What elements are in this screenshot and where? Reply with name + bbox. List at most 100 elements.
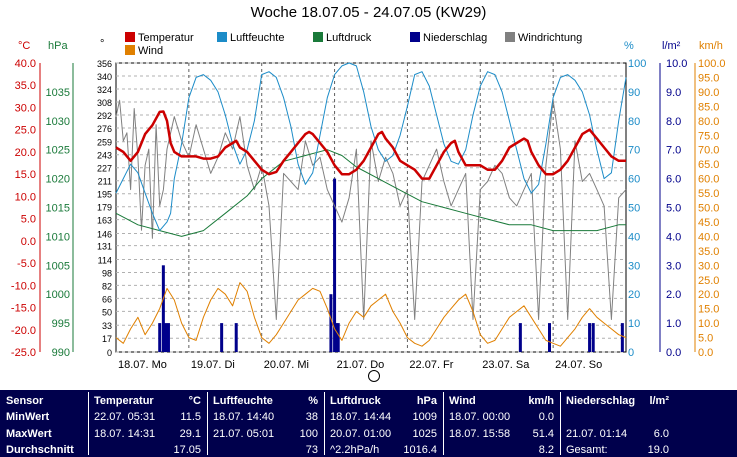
summary-time: 22.07. 05:31 — [94, 411, 156, 423]
axis-tick-label-direction: 179 — [97, 203, 112, 213]
axis-tick-label-pressure: 1010 — [46, 231, 70, 243]
axis-tick-label-wind: 25.0 — [698, 275, 719, 287]
series-line-temperatur — [115, 110, 626, 180]
axis-tick-label-humidity: 10 — [628, 318, 640, 330]
axis-tick-label-pressure: 1005 — [46, 260, 70, 272]
summary-header: Wind — [449, 395, 476, 407]
axis-tick-label-temp: 10.0 — [15, 191, 36, 203]
axis-tick-label-pressure: 1030 — [46, 116, 70, 128]
legend-windrichtung: Windrichtung — [505, 32, 582, 44]
summary-value: 1025 — [412, 428, 437, 440]
legend-wind: Wind — [125, 45, 163, 57]
axis-tick-label-direction: 356 — [97, 59, 112, 69]
direction-unit: ° — [100, 38, 105, 50]
series-line-wind — [115, 282, 627, 347]
rain-bar — [220, 323, 224, 352]
axis-tick-label-humidity: 30 — [628, 260, 640, 272]
summary-header-sensor: Sensor — [6, 395, 44, 407]
summary-time: 18.07. 14:40 — [213, 411, 275, 423]
rain-bar — [588, 323, 592, 352]
rain-bar — [329, 294, 333, 352]
axis-tick-label-direction: 211 — [98, 177, 112, 187]
axis-tick-label-direction: 243 — [97, 151, 112, 161]
summary-col-luftdruck: Luftdruck hPa 18.07. 14:44 1009 20.07. 01:00… — [324, 390, 443, 457]
pressure-unit: hPa — [48, 40, 68, 52]
rain-bar — [620, 323, 624, 352]
rain-bar — [336, 323, 340, 352]
axis-tick-label-wind: 0.0 — [698, 347, 713, 359]
axis-tick-label-temp: -10.0 — [11, 280, 36, 292]
summary-value: 1009 — [412, 411, 437, 423]
axis-tick-label-humidity: 50 — [628, 203, 640, 215]
summary-value: 17.05 — [173, 444, 201, 456]
rain-bar — [164, 323, 168, 352]
summary-value: 38 — [305, 411, 318, 423]
axis-tick-label-wind: 45.0 — [698, 217, 719, 229]
axis-tick-label-pressure: 1025 — [46, 145, 70, 157]
marker-circle-icon — [368, 370, 380, 382]
summary-col-wind: Wind km/h 18.07. 00:00 0.0 18.07. 15:58 51.4 8… — [443, 390, 560, 457]
axis-tick-label-direction: 276 — [97, 124, 112, 134]
axis-tick-label-humidity: 100 — [628, 58, 646, 70]
axis-tick-label-pressure: 1035 — [46, 87, 70, 99]
axis-tick-label-humidity: 40 — [628, 231, 640, 243]
series-line-luftfeuchte — [115, 62, 627, 232]
summary-header: Luftfeuchte — [213, 395, 273, 407]
rain-unit: l/m² — [662, 40, 681, 52]
axis-tick-label-temp: 25.0 — [15, 125, 36, 137]
axis-tick-label-wind: 90.0 — [698, 87, 719, 99]
axis-tick-label-direction: 195 — [97, 190, 112, 200]
axis-tick-label-direction: 340 — [97, 72, 112, 82]
summary-time: 18.07. 15:58 — [449, 428, 511, 440]
summary-value: 73 — [305, 444, 318, 456]
axis-tick-label-temp: 40.0 — [15, 58, 36, 70]
axis-tick-label-direction: 259 — [97, 138, 112, 148]
legend-niederschlag: Niederschlag — [410, 32, 487, 44]
axis-tick-label-wind: 65.0 — [698, 159, 719, 171]
summary-header: Luftdruck — [330, 395, 381, 407]
summary-time: 18.07. 00:00 — [449, 411, 511, 423]
axis-tick-label-temp: 35.0 — [15, 80, 36, 92]
summary-col-niederschlag: Niederschlag l/m² 21.07. 01:14 6.0 Gesamt: 19… — [560, 390, 675, 457]
x-tick-label: 21.07. Do — [337, 359, 385, 371]
weather-chart: -25.0 -20.0 -15.0 -10.0 -5.0 0.0 5.0 10.0 15.0 20… — [11, 58, 726, 371]
legend-label: Temperatur — [138, 32, 194, 44]
axis-tick-label-pressure: 1015 — [46, 203, 70, 215]
axis-tick-label-temp: -5.0 — [17, 258, 36, 270]
summary-time: 21.07. 05:01 — [213, 428, 275, 440]
axis-tick-label-wind: 50.0 — [698, 203, 719, 215]
summary-unit: hPa — [416, 395, 437, 407]
axis-tick-label-rain: 9.0 — [666, 87, 681, 99]
summary-time: 18.07. 14:44 — [330, 411, 392, 423]
axis-tick-label-direction: 227 — [97, 164, 112, 174]
rain-bar — [161, 265, 165, 352]
temp-unit: °C — [18, 40, 31, 52]
summary-unit: km/h — [528, 395, 554, 407]
rain-bar — [518, 323, 522, 352]
axis-tick-label-rain: 10.0 — [666, 58, 687, 70]
axis-tick-label-wind: 40.0 — [698, 231, 719, 243]
summary-value: 51.4 — [532, 428, 554, 440]
summary-header: Temperatur — [94, 395, 154, 407]
axis-tick-label-rain: 3.0 — [666, 260, 681, 272]
series-line-windrichtung — [115, 99, 627, 320]
summary-value: 19.0 — [647, 444, 669, 456]
rain-bar — [548, 323, 551, 352]
axis-tick-label-temp: 30.0 — [15, 102, 36, 114]
axis-tick-label-wind: 100.0 — [698, 58, 726, 70]
axis-tick-label-temp: 0.0 — [21, 236, 36, 248]
rain-bar — [333, 178, 337, 352]
summary-value: 11.5 — [180, 411, 201, 423]
x-tick-label: 19.07. Di — [191, 359, 235, 371]
plot-area — [115, 62, 627, 353]
axis-tick-label-direction: 114 — [98, 255, 112, 265]
axis-tick-label-humidity: 20 — [628, 289, 640, 301]
summary-header: Niederschlag — [566, 395, 636, 407]
axis-tick-label-wind: 85.0 — [698, 101, 719, 113]
axis-tick-label-wind: 5.0 — [698, 333, 713, 345]
rain-bar — [166, 323, 170, 352]
summary-col-temperatur: Temperatur °C 22.07. 05:31 11.5 18.07. 14:31… — [88, 390, 207, 457]
summary-col-sensor: Sensor MinWert MaxWert Durchschnitt — [0, 390, 88, 457]
x-tick-label: 18.07. Mo — [118, 359, 167, 371]
axis-tick-label-rain: 5.0 — [666, 203, 681, 215]
